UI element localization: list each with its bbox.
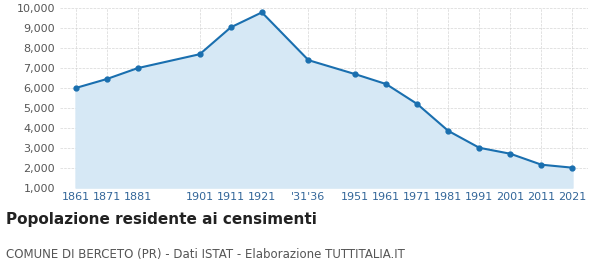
Text: Popolazione residente ai censimenti: Popolazione residente ai censimenti xyxy=(6,212,317,227)
Text: COMUNE DI BERCETO (PR) - Dati ISTAT - Elaborazione TUTTITALIA.IT: COMUNE DI BERCETO (PR) - Dati ISTAT - El… xyxy=(6,248,405,261)
